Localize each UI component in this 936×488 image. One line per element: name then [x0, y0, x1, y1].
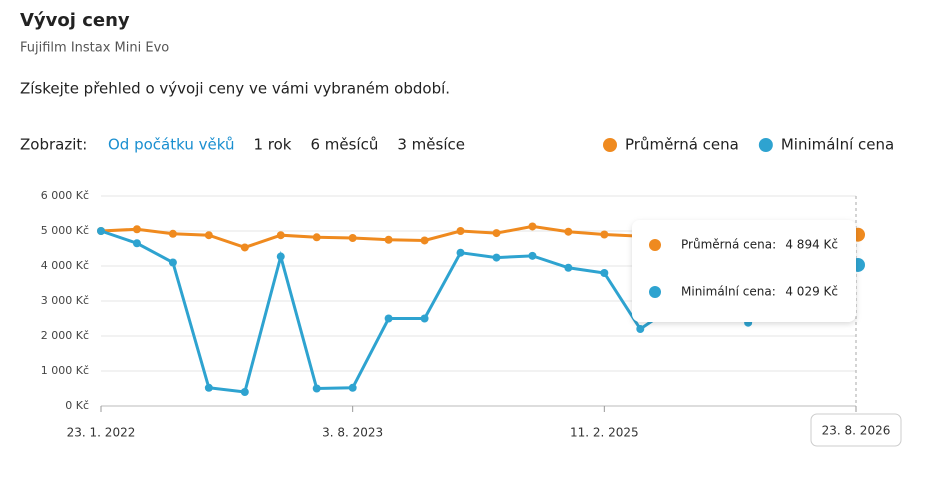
point: [97, 227, 105, 235]
y-tick-label: 6 000 Kč: [41, 189, 89, 202]
tooltip-value: 4 894 Kč: [785, 238, 838, 252]
point: [384, 235, 393, 244]
point: [204, 383, 213, 392]
x-tick-label: 23. 1. 2022: [67, 426, 136, 440]
point: [420, 236, 429, 245]
controls-label: Zobrazit:: [20, 136, 87, 154]
y-tick-label: 5 000 Kč: [41, 224, 89, 237]
tooltip-value: 4 029 Kč: [785, 285, 838, 299]
point: [528, 222, 537, 231]
date-box: [810, 413, 902, 447]
x-tick-label: 23. 8. 2026: [822, 424, 891, 438]
x-tick-label: 3. 8. 2023: [322, 426, 383, 440]
legend-marker: [603, 138, 617, 152]
point: [564, 263, 573, 272]
point: [204, 231, 213, 240]
point: [276, 252, 285, 261]
legend-label[interactable]: Průměrná cena: [625, 136, 739, 154]
y-tick-label: 0 Kč: [65, 399, 89, 412]
x-tick-label: 11. 2. 2025: [570, 426, 639, 440]
point: [456, 248, 465, 257]
tooltip-marker: [649, 286, 661, 298]
tooltip: [632, 220, 856, 322]
y-tick-label: 3 000 Kč: [41, 294, 89, 307]
point: [600, 230, 609, 239]
point: [420, 314, 429, 323]
point: [456, 227, 465, 235]
point: [564, 227, 573, 236]
range-option[interactable]: Od počátku věků: [108, 136, 234, 154]
title: Vývoj ceny: [20, 10, 130, 31]
point: [168, 258, 177, 267]
point: [240, 388, 249, 396]
y-tick-label: 4 000 Kč: [41, 259, 89, 272]
point: [312, 233, 321, 242]
legend-label[interactable]: Minimální cena: [781, 136, 894, 154]
point: [492, 253, 501, 262]
point: [492, 229, 501, 238]
point: [528, 251, 537, 260]
point: [276, 231, 285, 240]
point: [168, 229, 177, 238]
point: [600, 269, 609, 277]
point: [384, 314, 393, 323]
y-tick-label: 2 000 Kč: [41, 329, 89, 342]
point: [312, 384, 321, 393]
y-tick-label: 1 000 Kč: [41, 364, 89, 377]
range-option[interactable]: 1 rok: [253, 136, 291, 154]
point: [132, 225, 141, 234]
legend-marker: [758, 138, 773, 152]
point: [240, 243, 249, 252]
tooltip-marker: [649, 239, 661, 251]
range-option[interactable]: 6 měsíců: [310, 136, 378, 154]
tooltip-label: Průměrná cena:: [681, 238, 776, 252]
description: Získejte přehled o vývoji ceny ve vámi v…: [20, 80, 450, 98]
point: [348, 383, 357, 392]
tooltip-label: Minimální cena:: [681, 285, 776, 299]
point: [348, 234, 357, 242]
point: [636, 325, 645, 333]
subtitle: Fujifilm Instax Mini Evo: [20, 41, 169, 56]
point: [132, 239, 141, 248]
range-option[interactable]: 3 měsíce: [397, 136, 465, 154]
